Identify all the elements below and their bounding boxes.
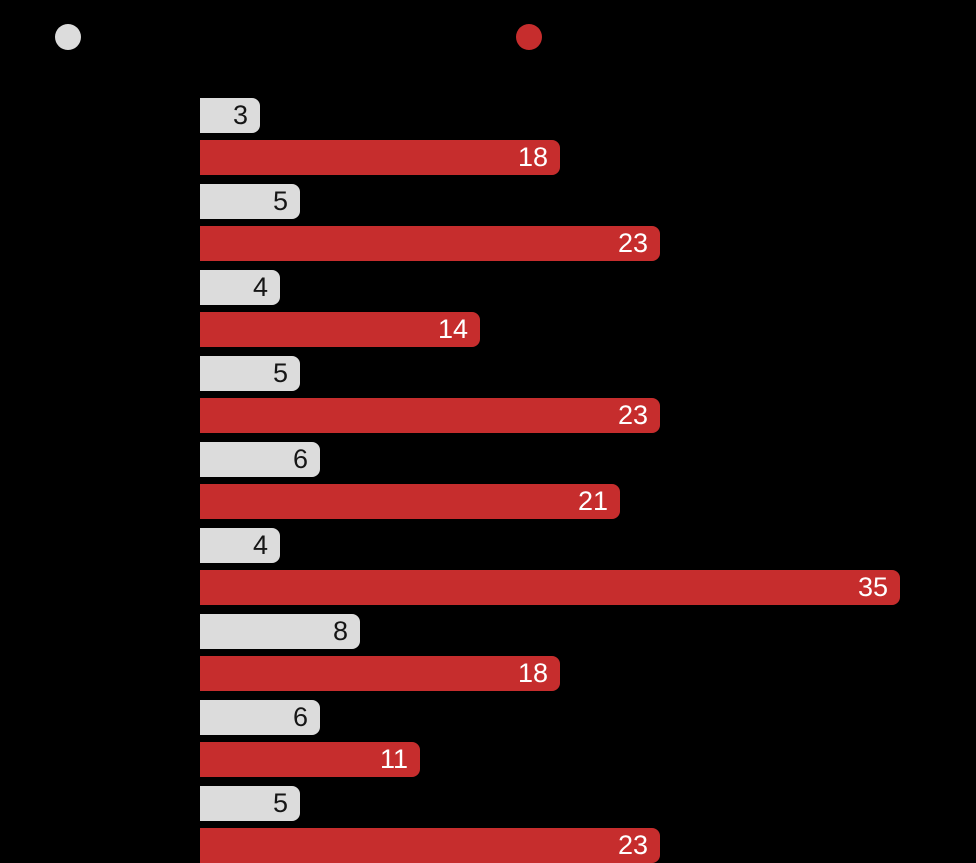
bar-value-label: 5 bbox=[272, 358, 288, 388]
bar-value-label: 35 bbox=[857, 572, 888, 602]
legend bbox=[0, 0, 976, 70]
bar-red: 23 bbox=[200, 828, 660, 863]
bar-red: 23 bbox=[200, 398, 660, 433]
bar-value-label: 5 bbox=[272, 788, 288, 818]
bar-gray: 6 bbox=[200, 700, 320, 735]
bar-red: 35 bbox=[200, 570, 900, 605]
bar-value-label: 18 bbox=[517, 658, 548, 688]
bar-red: 18 bbox=[200, 140, 560, 175]
bar-red: 23 bbox=[200, 226, 660, 261]
bar-value-label: 8 bbox=[332, 616, 348, 646]
legend-dot-gray bbox=[55, 24, 81, 50]
bar-gray: 3 bbox=[200, 98, 260, 133]
bar-value-label: 18 bbox=[517, 142, 548, 172]
bar-value-label: 23 bbox=[617, 830, 648, 860]
bar-value-label: 4 bbox=[252, 272, 268, 302]
bar-gray: 5 bbox=[200, 356, 300, 391]
bar-red: 14 bbox=[200, 312, 480, 347]
bar-value-label: 21 bbox=[577, 486, 608, 516]
bar-red: 11 bbox=[200, 742, 420, 777]
bar-gray: 4 bbox=[200, 528, 280, 563]
bar-value-label: 23 bbox=[617, 228, 648, 258]
bar-value-label: 11 bbox=[379, 744, 408, 774]
bar-value-label: 14 bbox=[437, 314, 468, 344]
bar-gray: 5 bbox=[200, 184, 300, 219]
bar-red: 21 bbox=[200, 484, 620, 519]
legend-dot-red bbox=[516, 24, 542, 50]
bar-gray: 4 bbox=[200, 270, 280, 305]
bar-value-label: 3 bbox=[232, 100, 248, 130]
bar-gray: 8 bbox=[200, 614, 360, 649]
bar-gray: 6 bbox=[200, 442, 320, 477]
bar-value-label: 5 bbox=[272, 186, 288, 216]
bar-value-label: 6 bbox=[292, 444, 308, 474]
bar-red: 18 bbox=[200, 656, 560, 691]
bar-value-label: 6 bbox=[292, 702, 308, 732]
bar-gray: 5 bbox=[200, 786, 300, 821]
bar-value-label: 4 bbox=[252, 530, 268, 560]
bar-value-label: 23 bbox=[617, 400, 648, 430]
